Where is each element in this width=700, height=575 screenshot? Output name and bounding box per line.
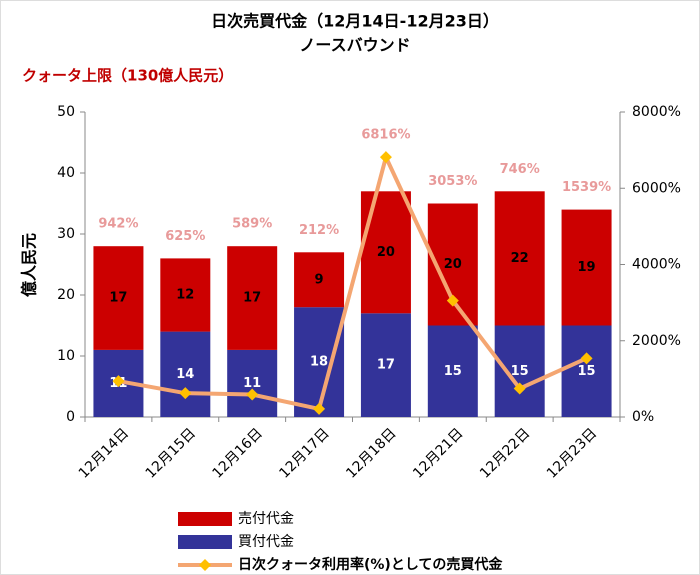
marker [379,151,392,164]
data-label: 20 [377,245,395,260]
line [118,151,588,412]
y-tick-label: 40 [57,165,75,181]
annotation: クォータ上限（130億人民元） [22,67,233,85]
legend-label: 売付代金 [238,511,294,527]
data-label: 17 [109,291,127,306]
data-label: 19 [578,260,596,275]
line-label: 1539% [562,180,611,195]
bar-segment [561,209,612,326]
bar-segment [494,325,545,417]
y2-tick-label: 8000% [632,104,681,120]
bar-segment [93,246,144,350]
y-tick-label: 50 [57,104,75,120]
legend-marker [199,559,211,571]
legend-label: 日次クォータ利用率(%)としての売買代金 [238,556,503,573]
legend-swatch [178,535,232,549]
data-label: 9 [315,272,324,287]
marker [313,402,326,415]
line-label: 212% [299,223,339,238]
y2-tick-label: 2000% [632,333,681,349]
legend-label: 買付代金 [238,534,294,550]
line-label: 942% [98,217,138,232]
data-label: 12 [176,288,194,303]
y-tick-label: 0 [66,409,75,425]
data-label: 15 [444,364,462,379]
data-label: 14 [176,367,194,382]
line-label: 746% [500,162,540,177]
data-label: 22 [511,251,529,266]
y-axis-label: 億人民元 [20,233,39,297]
marker [246,388,259,401]
data-label: 18 [310,355,328,370]
bar-segment [494,191,545,326]
data-label: 15 [578,364,596,379]
chart-title: 日次売買代金（12月14日-12月23日） [211,12,499,31]
chart-subtitle: ノースバウンド [299,36,410,55]
bar-segment [294,307,345,417]
bar-segment [294,252,345,308]
y2-tick-label: 0% [632,409,654,425]
data-label: 11 [243,376,261,391]
bar-segment [160,331,211,417]
y2-tick-label: 6000% [632,180,681,196]
bar-segment [360,313,411,417]
bar-segment [360,191,411,314]
bar-segment [227,246,278,350]
y2-tick-label: 4000% [632,257,681,273]
marker [580,352,593,365]
data-label: 17 [377,358,395,373]
data-label: 15 [511,364,529,379]
marker [446,294,459,307]
marker [513,382,526,395]
marker [179,387,192,400]
bar-segment [160,258,211,332]
line-label: 6816% [361,128,410,143]
line-label: 589% [232,217,272,232]
bar-segment [561,325,612,417]
y-tick-label: 20 [57,287,75,303]
bar-segment [227,349,278,417]
legend-swatch [178,512,232,526]
y-tick-label: 30 [57,226,75,242]
line-label: 3053% [428,174,477,189]
data-label: 20 [444,257,462,272]
y-tick-label: 10 [57,348,75,364]
bar-segment [427,325,478,417]
data-label: 17 [243,291,261,306]
marker [112,375,125,388]
line-label: 625% [165,229,205,244]
